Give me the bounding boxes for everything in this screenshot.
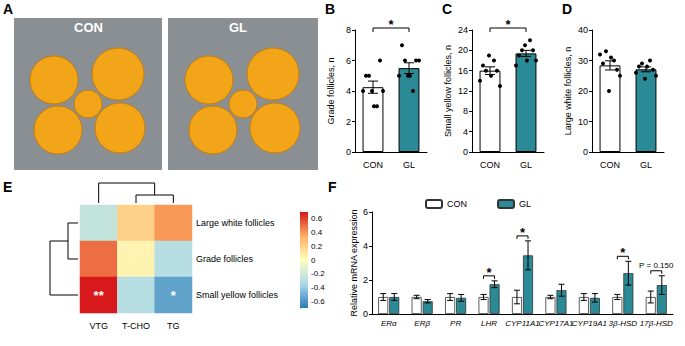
svg-text:*: * bbox=[620, 245, 626, 260]
svg-text:30: 30 bbox=[578, 56, 588, 66]
svg-text:*: * bbox=[520, 225, 526, 240]
svg-text:GL: GL bbox=[229, 20, 247, 35]
svg-text:0.2: 0.2 bbox=[311, 242, 323, 251]
svg-text:CON: CON bbox=[447, 199, 467, 209]
svg-text:LHR: LHR bbox=[481, 319, 497, 328]
svg-text:PR: PR bbox=[450, 319, 461, 328]
svg-text:20: 20 bbox=[578, 86, 588, 96]
svg-text:CON: CON bbox=[74, 20, 103, 35]
svg-text:10: 10 bbox=[578, 117, 588, 127]
svg-text:0: 0 bbox=[363, 309, 368, 319]
svg-text:12: 12 bbox=[458, 86, 468, 96]
svg-text:GL: GL bbox=[519, 199, 531, 209]
svg-text:Small yellow follicles: Small yellow follicles bbox=[196, 290, 279, 300]
svg-text:2: 2 bbox=[346, 117, 351, 127]
svg-text:B: B bbox=[325, 1, 335, 17]
svg-text:F: F bbox=[328, 179, 337, 195]
svg-text:0: 0 bbox=[583, 147, 588, 157]
svg-text:GL: GL bbox=[640, 160, 652, 170]
svg-text:0.4: 0.4 bbox=[311, 228, 323, 237]
svg-text:16: 16 bbox=[458, 66, 468, 76]
svg-text:GL: GL bbox=[520, 160, 532, 170]
svg-text:CON: CON bbox=[480, 160, 500, 170]
svg-text:Large white follicles: Large white follicles bbox=[196, 218, 275, 228]
svg-text:ERα: ERα bbox=[381, 319, 397, 328]
svg-text:Grade follicles: Grade follicles bbox=[196, 254, 254, 264]
svg-text:A: A bbox=[3, 1, 13, 17]
svg-text:D: D bbox=[562, 1, 572, 17]
svg-text:CON: CON bbox=[600, 160, 620, 170]
svg-text:TG: TG bbox=[167, 321, 180, 331]
svg-text:C: C bbox=[442, 1, 452, 17]
svg-text:ERβ: ERβ bbox=[414, 319, 430, 328]
svg-text:T-CHO: T-CHO bbox=[122, 321, 150, 331]
svg-text:6: 6 bbox=[346, 56, 351, 66]
svg-text:GL: GL bbox=[403, 160, 415, 170]
svg-text:E: E bbox=[3, 179, 12, 195]
svg-text:0.6: 0.6 bbox=[311, 214, 323, 223]
svg-text:Relative mRNA expression: Relative mRNA expression bbox=[349, 209, 359, 316]
svg-text:-0.4: -0.4 bbox=[311, 283, 325, 292]
svg-text:Large white follicles, n: Large white follicles, n bbox=[563, 47, 573, 136]
svg-text:17β-HSD: 17β-HSD bbox=[640, 319, 673, 328]
svg-text:CON: CON bbox=[363, 160, 383, 170]
svg-text:CYP11A1: CYP11A1 bbox=[505, 319, 540, 328]
svg-text:0: 0 bbox=[346, 147, 351, 157]
svg-text:VTG: VTG bbox=[89, 321, 108, 331]
svg-text:CYP17A1: CYP17A1 bbox=[538, 319, 573, 328]
svg-text:40: 40 bbox=[578, 25, 588, 35]
svg-text:Small yellow follicles, n: Small yellow follicles, n bbox=[443, 45, 453, 137]
svg-text:4: 4 bbox=[363, 241, 368, 251]
svg-text:8: 8 bbox=[346, 25, 351, 35]
svg-text:-0.2: -0.2 bbox=[311, 269, 325, 278]
svg-text:*: * bbox=[171, 288, 177, 303]
svg-text:Grade follicles, n: Grade follicles, n bbox=[326, 57, 336, 124]
svg-text:CYP19A1: CYP19A1 bbox=[572, 319, 607, 328]
svg-text:-0.6: -0.6 bbox=[311, 297, 325, 306]
svg-text:2: 2 bbox=[363, 275, 368, 285]
svg-text:*: * bbox=[388, 17, 394, 32]
svg-text:**: ** bbox=[94, 288, 105, 303]
svg-text:*: * bbox=[487, 265, 493, 280]
svg-text:6: 6 bbox=[363, 207, 368, 217]
svg-text:0: 0 bbox=[463, 147, 468, 157]
svg-text:P = 0.150: P = 0.150 bbox=[639, 261, 674, 270]
svg-text:8: 8 bbox=[463, 106, 468, 116]
svg-text:4: 4 bbox=[463, 127, 468, 137]
svg-text:*: * bbox=[505, 17, 511, 32]
svg-text:3β-HSD: 3β-HSD bbox=[609, 319, 638, 328]
svg-text:0: 0 bbox=[311, 256, 316, 265]
svg-text:20: 20 bbox=[458, 45, 468, 55]
svg-text:4: 4 bbox=[346, 86, 351, 96]
svg-text:24: 24 bbox=[458, 25, 468, 35]
